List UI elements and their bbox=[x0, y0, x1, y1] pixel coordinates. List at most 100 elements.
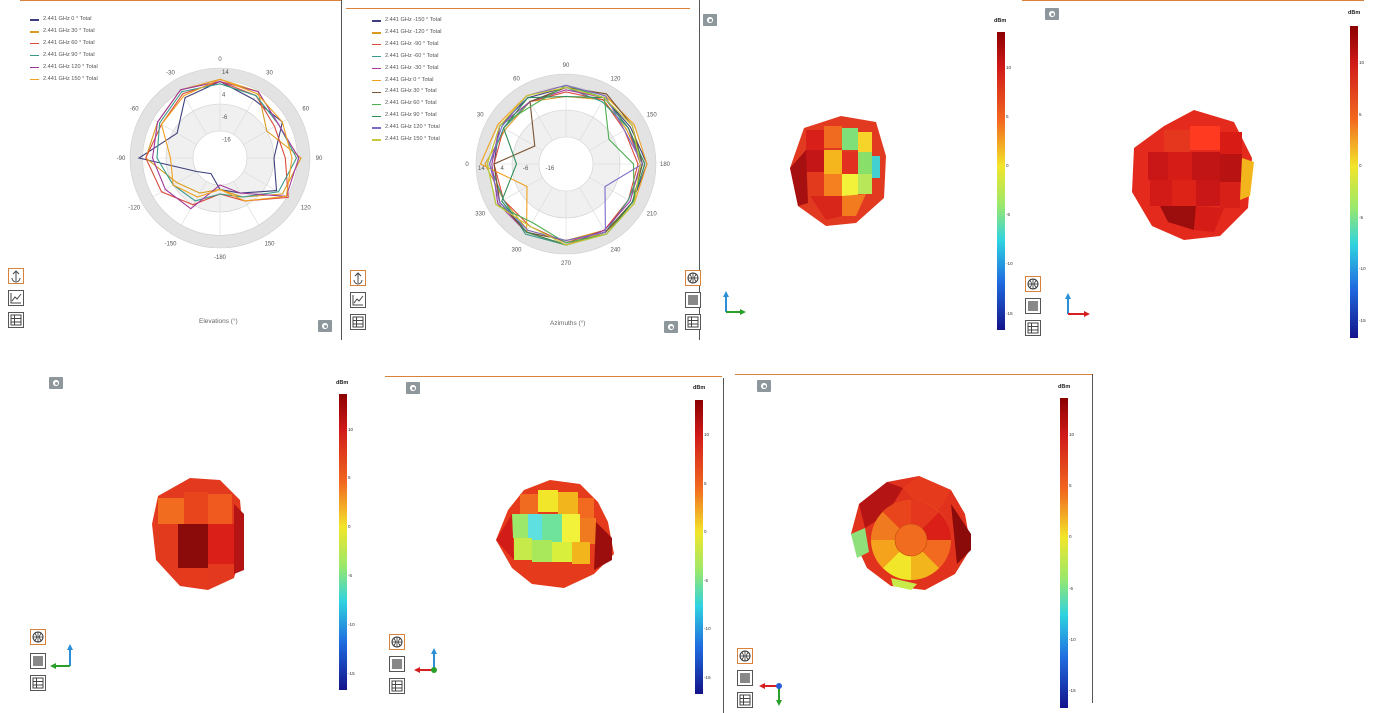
colorbar-tick-label: -15 bbox=[348, 670, 355, 676]
globe-icon[interactable] bbox=[1025, 276, 1041, 292]
polar-plot-icon[interactable] bbox=[350, 270, 366, 286]
axis-triad-icon bbox=[414, 648, 437, 673]
radial-tick-label: 4 bbox=[501, 166, 505, 172]
series-line[interactable] bbox=[151, 80, 300, 210]
colorbar-tick-label: 10 bbox=[1359, 60, 1365, 66]
gear-icon[interactable] bbox=[49, 377, 63, 389]
table-icon[interactable] bbox=[8, 312, 24, 328]
cube-shaded-icon[interactable] bbox=[1025, 298, 1041, 314]
legend-entry[interactable]: 2.441 GHz -30 ° Total bbox=[372, 63, 442, 75]
line-plot-icon[interactable] bbox=[8, 290, 24, 306]
cube-shaded-icon[interactable] bbox=[389, 656, 405, 672]
gear-icon[interactable] bbox=[757, 380, 771, 392]
elevation-polar-chart: 0 30 60 90 120 150 -180 -150 -120 -90 -60 -30 14 4 -6 -… bbox=[117, 57, 323, 261]
legend-entry[interactable]: 2.441 GHz 60 ° Total bbox=[372, 98, 442, 110]
colorbar-tick-label: -5 bbox=[1069, 585, 1074, 591]
angle-tick-label: 240 bbox=[610, 248, 621, 254]
elevation-legend: 2.441 GHz 0 ° Total 2.441 GHz 30 ° Total 2… bbox=[30, 14, 98, 85]
legend-entry[interactable]: 2.441 GHz 30 ° Total bbox=[372, 86, 442, 98]
legend-entry[interactable]: 2.441 GHz -120 ° Total bbox=[372, 27, 442, 39]
table-icon[interactable] bbox=[737, 692, 753, 708]
elevation-axis-title: Elevations (°) bbox=[199, 318, 238, 325]
table-icon[interactable] bbox=[389, 678, 405, 694]
colorbar-tick-label: -15 bbox=[1359, 317, 1366, 323]
legend-entry[interactable]: 2.441 GHz 90 ° Total bbox=[30, 50, 98, 62]
angle-tick-label: 330 bbox=[475, 212, 486, 218]
azimuth-polar-chart: 270 300 330 0 30 60 90 120 150 180 210 240 14 4 -6 -16 bbox=[465, 63, 670, 267]
table-icon[interactable] bbox=[350, 314, 366, 330]
legend-entry[interactable]: 2.441 GHz 150 ° Total bbox=[30, 74, 98, 86]
cube-shaded-icon[interactable] bbox=[685, 292, 701, 308]
angle-tick-label: 120 bbox=[610, 76, 621, 82]
series-line[interactable] bbox=[488, 84, 644, 242]
panel-top-border bbox=[735, 374, 1093, 375]
legend-entry[interactable]: 2.441 GHz 120 ° Total bbox=[372, 122, 442, 134]
colorbar-tick-label: 0 bbox=[704, 529, 707, 535]
series-line[interactable] bbox=[501, 95, 646, 246]
legend-entry[interactable]: 2.441 GHz 30 ° Total bbox=[30, 26, 98, 38]
angle-tick-label: 90 bbox=[316, 156, 323, 162]
colorbar bbox=[339, 394, 347, 690]
series-line[interactable] bbox=[491, 89, 641, 246]
radial-tick-label: -6 bbox=[222, 115, 228, 121]
legend-entry[interactable]: 2.441 GHz 150 ° Total bbox=[372, 134, 442, 146]
colorbar-tick-label: -5 bbox=[348, 573, 353, 579]
legend-entry[interactable]: 2.441 GHz 60 ° Total bbox=[30, 38, 98, 50]
polar-spoke bbox=[243, 171, 288, 197]
colorbar-unit: dBm bbox=[336, 380, 349, 386]
globe-icon[interactable] bbox=[737, 648, 753, 664]
line-plot-icon[interactable] bbox=[350, 292, 366, 308]
radial-tick-label: -6 bbox=[523, 166, 529, 172]
legend-label: 2.441 GHz -90 ° Total bbox=[385, 40, 439, 47]
gear-icon[interactable] bbox=[318, 320, 332, 332]
angle-tick-label: 300 bbox=[511, 248, 522, 254]
globe-icon[interactable] bbox=[685, 270, 701, 286]
gear-icon[interactable] bbox=[1045, 8, 1059, 20]
legend-label: 2.441 GHz -30 ° Total bbox=[385, 64, 439, 71]
series-line[interactable] bbox=[486, 86, 641, 246]
polar-spoke bbox=[589, 125, 634, 151]
legend-entry[interactable]: 2.441 GHz -150 ° Total bbox=[372, 15, 442, 27]
legend-entry[interactable]: 2.441 GHz -90 ° Total bbox=[372, 39, 442, 51]
legend-label: 2.441 GHz 30 ° Total bbox=[385, 88, 437, 95]
series-line[interactable] bbox=[160, 78, 293, 202]
polar-plot-icon[interactable] bbox=[8, 268, 24, 284]
panel-top-border bbox=[385, 376, 722, 377]
colorbar-tick-label: 0 bbox=[1006, 163, 1009, 169]
angle-tick-label: 0 bbox=[465, 162, 469, 168]
globe-icon[interactable] bbox=[30, 629, 46, 645]
gear-icon[interactable] bbox=[664, 321, 678, 333]
legend-entry[interactable]: 2.441 GHz 90 ° Total bbox=[372, 110, 442, 122]
gear-icon[interactable] bbox=[406, 382, 420, 394]
colorbar-tick-label: -10 bbox=[1006, 261, 1013, 267]
angle-tick-label: 120 bbox=[301, 206, 312, 212]
polar-spoke bbox=[527, 187, 553, 232]
angle-tick-label: -120 bbox=[128, 206, 141, 212]
colorbar-tick-label: 10 bbox=[1069, 432, 1075, 438]
3d-radiation-pattern bbox=[152, 478, 244, 590]
angle-tick-label: -180 bbox=[214, 255, 227, 261]
gear-icon[interactable] bbox=[703, 14, 717, 26]
cube-shaded-icon[interactable] bbox=[30, 653, 46, 669]
legend-entry[interactable]: 2.441 GHz 0 ° Total bbox=[372, 75, 442, 87]
azimuth-legend: 2.441 GHz -150 ° Total 2.441 GHz -120 ° T… bbox=[372, 15, 442, 146]
polar-spoke bbox=[233, 181, 259, 226]
panel-top-border bbox=[1022, 0, 1364, 1]
legend-label: 2.441 GHz -120 ° Total bbox=[385, 28, 442, 35]
legend-label: 2.441 GHz 30 ° Total bbox=[43, 27, 95, 34]
legend-swatch bbox=[372, 32, 381, 34]
panel-top-border bbox=[346, 8, 690, 9]
table-icon[interactable] bbox=[1025, 320, 1041, 336]
legend-entry[interactable]: 2.441 GHz 0 ° Total bbox=[30, 14, 98, 26]
angle-tick-label: 270 bbox=[561, 261, 572, 267]
table-icon[interactable] bbox=[685, 314, 701, 330]
colorbar-tick-label: -10 bbox=[704, 626, 711, 632]
globe-icon[interactable] bbox=[389, 634, 405, 650]
panel-divider bbox=[341, 0, 342, 340]
table-icon[interactable] bbox=[30, 675, 46, 691]
axis-triad-icon bbox=[723, 291, 746, 315]
cube-shaded-icon[interactable] bbox=[737, 670, 753, 686]
legend-entry[interactable]: 2.441 GHz 120 ° Total bbox=[30, 62, 98, 74]
legend-entry[interactable]: 2.441 GHz -60 ° Total bbox=[372, 51, 442, 63]
colorbar-tick-label: 0 bbox=[348, 524, 351, 530]
